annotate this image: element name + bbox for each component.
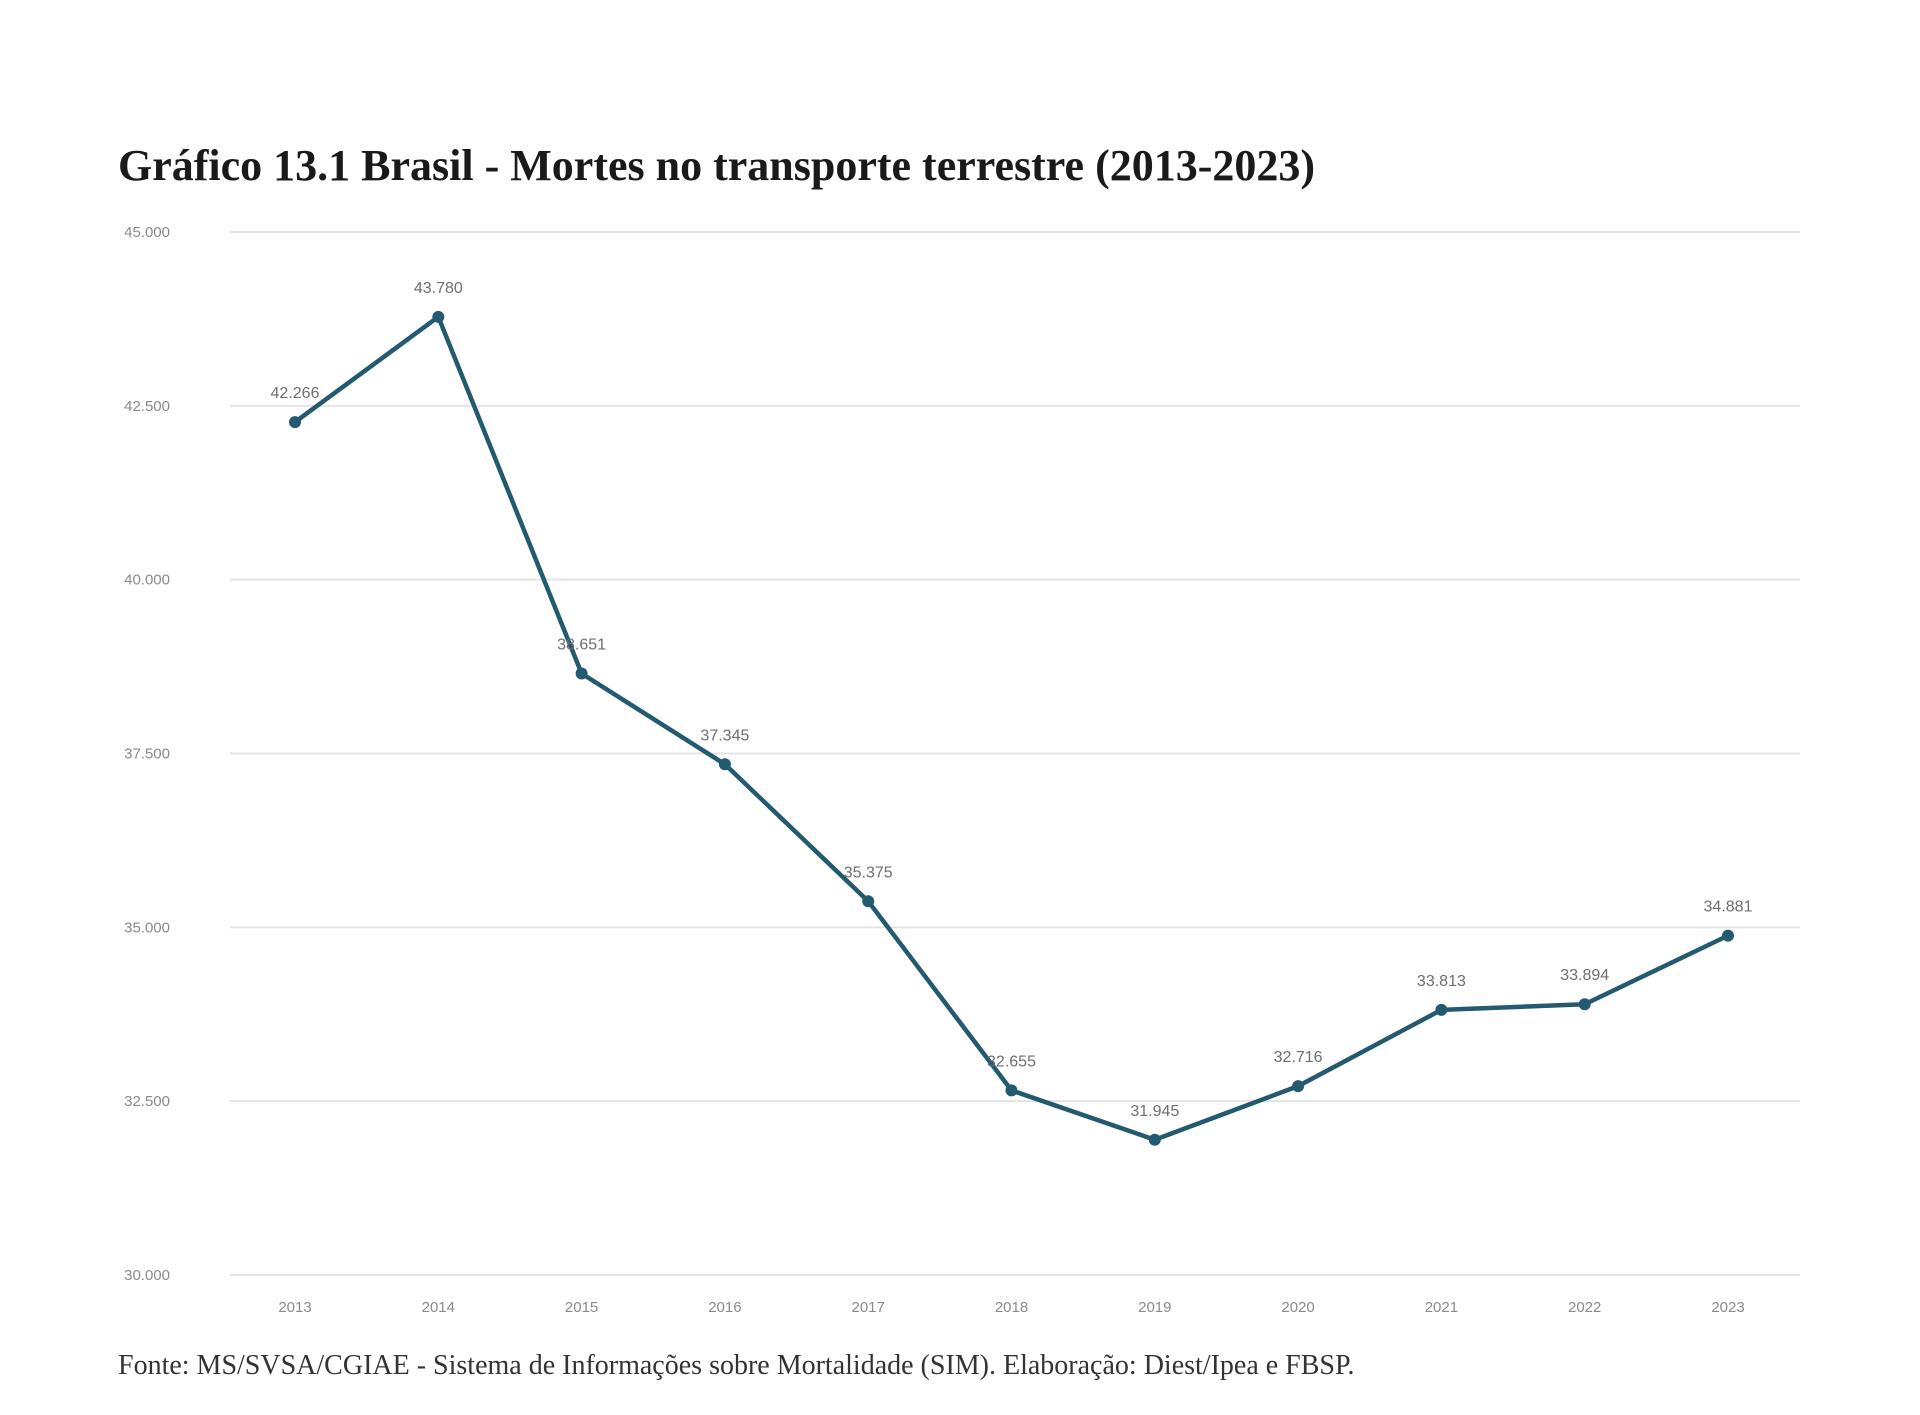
data-label: 32.716 (1274, 1049, 1323, 1066)
data-point (575, 667, 588, 680)
data-point (289, 416, 301, 429)
x-tick-label: 2021 (1425, 1299, 1458, 1316)
x-tick-label: 2014 (422, 1299, 455, 1316)
data-label: 42.266 (271, 385, 320, 402)
data-point (718, 758, 731, 771)
y-tick-label: 30.000 (124, 1267, 170, 1284)
x-tick-label: 2023 (1711, 1299, 1744, 1316)
data-label: 33.813 (1417, 973, 1466, 990)
x-tick-label: 2015 (565, 1299, 598, 1316)
data-point (432, 310, 445, 323)
data-point (862, 895, 875, 908)
data-label: 37.345 (700, 727, 749, 744)
gridlines (230, 231, 1800, 1276)
x-tick-label: 2018 (995, 1299, 1028, 1316)
x-tick-label: 2019 (1138, 1299, 1171, 1316)
data-label: 43.780 (414, 280, 463, 297)
data-point (1148, 1133, 1161, 1146)
data-point (1435, 1003, 1448, 1016)
x-tick-label: 2013 (278, 1299, 311, 1316)
x-tick-label: 2017 (852, 1299, 885, 1316)
y-tick-label: 35.000 (124, 919, 170, 936)
data-label: 35.375 (844, 864, 893, 881)
data-point (1722, 929, 1734, 942)
y-tick-label: 42.500 (124, 398, 170, 415)
series-points (289, 310, 1734, 1146)
x-tick-label: 2022 (1568, 1299, 1601, 1316)
data-label: 31.945 (1130, 1103, 1179, 1120)
chart-title: Gráfico 13.1 Brasil - Mortes no transpor… (118, 141, 1316, 190)
data-point (1292, 1080, 1305, 1093)
data-label: 32.655 (987, 1053, 1036, 1070)
y-axis-ticks: 30.000 32.500 35.000 37.500 40.000 42.500 45.0… (124, 224, 170, 1284)
x-axis-ticks: 2013 2014 2015 2016 2017 2018 2019 2020 2021 2022… (278, 1299, 1744, 1316)
y-tick-label: 37.500 (124, 746, 170, 763)
data-label: 38.651 (557, 636, 606, 653)
y-tick-label: 40.000 (124, 572, 170, 589)
source-note: Fonte: MS/SVSA/CGIAE - Sistema de Inform… (118, 1350, 1355, 1381)
series-line (292, 314, 1731, 1143)
data-labels: 42.266 43.780 38.651 37.345 35.375 32.655 31.9… (271, 280, 1753, 1120)
y-tick-label: 45.000 (124, 224, 170, 241)
data-label: 33.894 (1560, 967, 1609, 984)
x-tick-label: 2016 (708, 1299, 741, 1316)
data-label: 34.881 (1704, 899, 1753, 916)
y-tick-label: 32.500 (124, 1093, 170, 1110)
data-point (1005, 1084, 1018, 1097)
series-line-path (292, 314, 1731, 1143)
x-tick-label: 2020 (1281, 1299, 1314, 1316)
data-point (1578, 998, 1591, 1011)
